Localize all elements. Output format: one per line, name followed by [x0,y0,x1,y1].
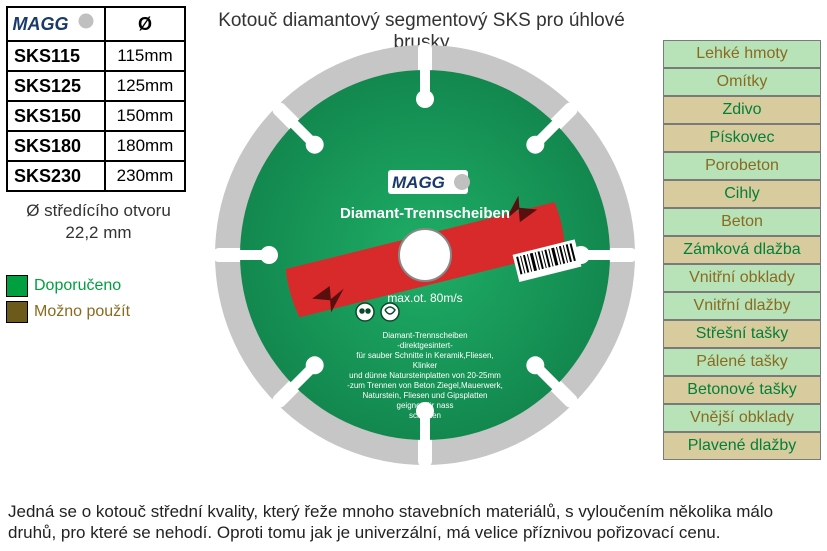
spec-code: SKS125 [6,72,106,102]
disc-small-8: geignet für nass [397,401,454,410]
disc-small-6: -zum Trennen von Beton Ziegel,Mauerwerk, [347,381,503,390]
material-row: Zámková dlažba [663,236,821,264]
disc-small-1: Diamant-Trennscheiben [382,331,467,340]
material-row: Vnitřní obklady [663,264,821,292]
disc-small-4: Klinker [413,361,438,370]
material-row: Pískovec [663,124,821,152]
disc-small-2: -direktgesintert- [397,341,453,350]
brand-logo-cell: MAGG [6,6,106,42]
legend-possible: Možno použít [6,301,130,323]
disc-small-3: für sauber Schnitte in Keramik,Fliesen, [356,351,493,360]
material-row: Plavené dlažby [663,432,821,460]
spec-size: 230mm [106,162,186,192]
legend-possible-label: Možno použít [34,303,130,321]
spec-row: SKS125125mm [6,72,186,102]
spec-code: SKS115 [6,42,106,72]
product-description: Jedná se o kotouč střední kvality, který… [8,501,819,544]
material-row: Porobeton [663,152,821,180]
material-row: Beton [663,208,821,236]
spec-code: SKS230 [6,162,106,192]
spec-code: SKS150 [6,102,106,132]
disc-brand-text: MAGG [392,173,445,192]
disc-speed: max.ot. 80m/s [387,291,462,305]
spec-row: SKS115115mm [6,42,186,72]
diameter-header: Ø [106,6,186,42]
spec-size: 180mm [106,132,186,162]
disc-svg: MAGG Diamant-Trennscheiben max.ot. 80m/s… [210,40,640,470]
disc-label-title: Diamant-Trennscheiben [340,205,510,222]
brand-logo-text: MAGG [13,14,69,34]
material-row: Vnitřní dlažby [663,292,821,320]
material-row: Pálené tašky [663,348,821,376]
product-disc-image: MAGG Diamant-Trennscheiben max.ot. 80m/s… [210,40,640,470]
spec-row: SKS230230mm [6,162,186,192]
bore-line1: Ø středícího otvoru [26,201,171,220]
spec-size: 125mm [106,72,186,102]
spec-row: SKS150150mm [6,102,186,132]
disc-small-9: schnitten [409,411,441,420]
material-row: Cihly [663,180,821,208]
legend: Doporučeno Možno použít [6,275,130,327]
material-row: Střešní tašky [663,320,821,348]
spec-size: 150mm [106,102,186,132]
legend-recommended: Doporučeno [6,275,130,297]
disc-small-5: und dünne Natursteinplatten von 20-25mm [349,371,501,380]
legend-swatch-olive [6,301,28,323]
materials-list: Lehké hmotyOmítkyZdivoPískovecPorobetonC… [663,40,821,460]
material-row: Omítky [663,68,821,96]
material-row: Vnější obklady [663,404,821,432]
bore-diameter-text: Ø středícího otvoru 22,2 mm [6,200,191,244]
material-row: Lehké hmoty [663,40,821,68]
legend-recommended-label: Doporučeno [34,277,121,295]
spec-row: SKS180180mm [6,132,186,162]
disc-small-7: Naturstein, Fliesen und Gipsplatten [363,391,488,400]
brand-logo-icon: MAGG [11,10,101,38]
spec-code: SKS180 [6,132,106,162]
material-row: Zdivo [663,96,821,124]
material-row: Betonové tašky [663,376,821,404]
spec-size: 115mm [106,42,186,72]
bore-line2: 22,2 mm [65,223,131,242]
legend-swatch-green [6,275,28,297]
